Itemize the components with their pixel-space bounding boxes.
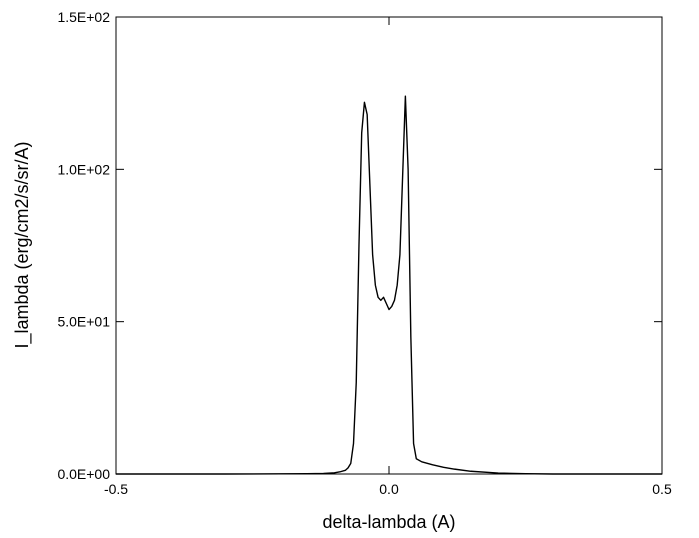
x-axis-label: delta-lambda (A) [322,512,455,532]
y-axis-label: I_lambda (erg/cm2/s/sr/A) [12,141,33,348]
plot-frame [115,16,663,475]
y-tick-label: 5.0E+01 [57,314,110,330]
x-tick-label: 0.5 [652,481,672,497]
x-tick-label: 0.0 [379,481,399,497]
series-line [116,95,662,475]
axis-tick-labels: 0.0E+00 5.0E+01 1.0E+02 1.5E+02 -0.5 0.0 0.5 [57,9,672,497]
axis-ticks [115,16,663,475]
y-tick-label: 1.0E+02 [57,161,110,177]
y-tick-label: 0.0E+00 [57,466,110,482]
y-tick-label: 1.5E+02 [57,9,110,25]
x-tick-label: -0.5 [104,481,128,497]
